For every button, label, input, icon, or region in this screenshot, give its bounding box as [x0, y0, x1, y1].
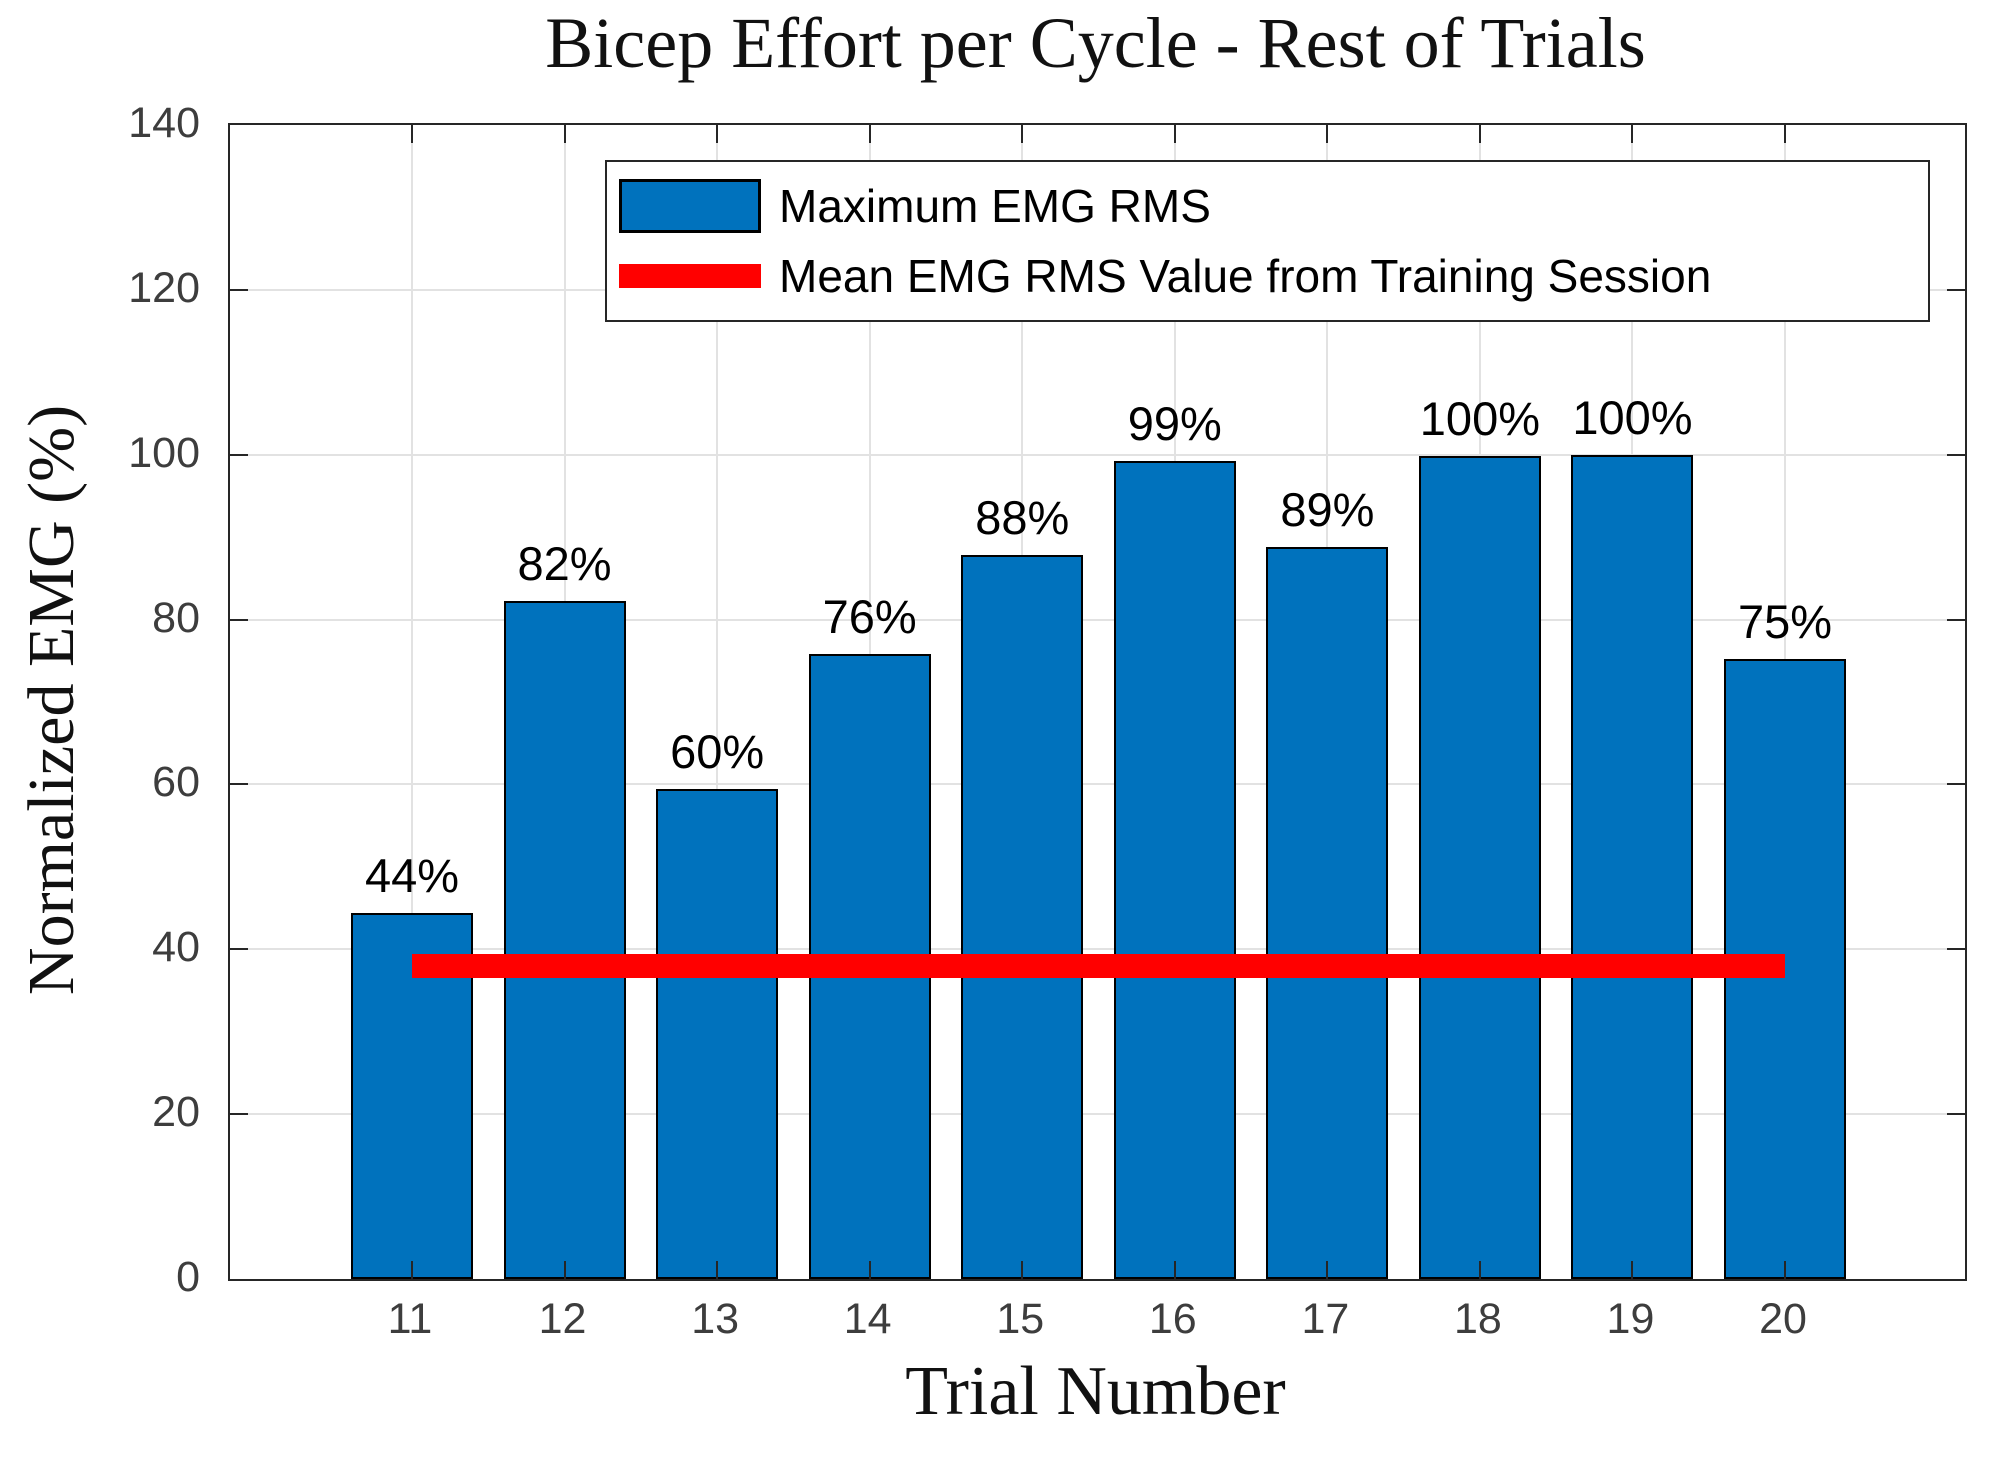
- x-tick-mark-top: [716, 125, 719, 143]
- x-tick-label: 17: [1301, 1295, 1350, 1343]
- y-tick-label: 0: [176, 1253, 200, 1301]
- y-tick-mark-right: [1947, 288, 1965, 291]
- x-tick-mark-top: [1784, 125, 1787, 143]
- bar-trial-17: [1266, 547, 1389, 1279]
- gridline-vertical: [411, 125, 413, 1279]
- x-tick-label: 14: [843, 1295, 892, 1343]
- bar-trial-13: [656, 788, 779, 1279]
- x-tick-mark: [1478, 1261, 1481, 1279]
- x-tick-mark-top: [1478, 125, 1481, 143]
- gridline-horizontal: [230, 1113, 1965, 1116]
- y-tick-mark-right: [1947, 618, 1965, 621]
- x-tick-mark-top: [868, 125, 871, 143]
- gridline-vertical: [716, 125, 719, 1279]
- y-tick-label: 20: [152, 1088, 200, 1137]
- y-tick-mark-right: [1947, 948, 1965, 951]
- bar-trial-16: [1113, 461, 1236, 1279]
- x-tick-mark: [1326, 1261, 1329, 1279]
- x-tick-mark: [1631, 1261, 1634, 1279]
- x-tick-mark-top: [1326, 125, 1329, 143]
- legend-item-max-emg: Maximum EMG RMS: [619, 178, 1928, 233]
- y-tick-mark-right: [1947, 453, 1965, 456]
- gridline-horizontal: [230, 453, 1965, 456]
- gridline-horizontal: [230, 783, 1965, 786]
- x-tick-mark-top: [563, 125, 566, 143]
- y-tick-label: 60: [152, 758, 200, 807]
- y-tick-label: 80: [152, 593, 200, 642]
- bar-value-label: 100%: [1419, 392, 1541, 446]
- x-tick-mark-top: [411, 125, 413, 143]
- x-tick-label: 11: [387, 1295, 433, 1343]
- x-tick-label: 15: [996, 1295, 1045, 1343]
- x-tick-mark-top: [1631, 125, 1634, 143]
- x-tick-label: 13: [691, 1295, 740, 1343]
- x-tick-mark-top: [1021, 125, 1024, 143]
- x-tick-label: 16: [1148, 1295, 1197, 1343]
- x-tick-label: 19: [1606, 1295, 1655, 1343]
- bar-value-label: 99%: [1127, 397, 1222, 451]
- legend-label-max-emg: Maximum EMG RMS: [779, 179, 1211, 232]
- y-tick-label: 120: [128, 263, 200, 312]
- x-axis-label: Trial Number: [905, 1353, 1286, 1430]
- legend: Maximum EMG RMS Mean EMG RMS Value from …: [605, 160, 1930, 322]
- bar-trial-12: [503, 601, 626, 1279]
- plot-area: 44% 82% 60% 76% 88% 99% 89% 100% 100% 75% Maximum…: [228, 123, 1967, 1281]
- bar-value-label: 76%: [822, 590, 917, 644]
- legend-swatch-line-icon: [619, 264, 761, 289]
- bar-trial-18: [1418, 456, 1541, 1279]
- bar-value-label: 89%: [1280, 483, 1375, 537]
- bar-value-label: 88%: [975, 491, 1070, 545]
- y-tick-mark-right: [1947, 783, 1965, 786]
- x-tick-label: 18: [1453, 1295, 1502, 1343]
- y-tick-mark: [230, 948, 248, 951]
- y-tick-mark: [230, 618, 248, 621]
- x-tick-mark: [563, 1261, 566, 1279]
- x-tick-label: 12: [538, 1295, 587, 1343]
- x-tick-mark: [1021, 1261, 1024, 1279]
- x-tick-mark-top: [1173, 125, 1176, 143]
- legend-swatch-bar-icon: [619, 178, 761, 233]
- bar-value-label: 44%: [364, 849, 460, 903]
- y-tick-label: 140: [128, 99, 200, 147]
- x-tick-mark: [411, 1261, 413, 1279]
- y-tick-mark: [230, 288, 248, 291]
- legend-item-mean-line: Mean EMG RMS Value from Training Session: [619, 249, 1928, 303]
- bar-trial-19: [1571, 454, 1694, 1279]
- x-tick-mark: [868, 1261, 871, 1279]
- y-tick-mark: [230, 783, 248, 786]
- gridline-horizontal: [230, 948, 1965, 951]
- y-axis-label: Normalized EMG (%): [15, 404, 88, 996]
- x-tick-mark: [716, 1261, 719, 1279]
- gridline-horizontal: [230, 618, 1965, 621]
- x-tick-mark: [1784, 1261, 1787, 1279]
- bar-trial-15: [961, 555, 1084, 1279]
- y-tick-mark: [230, 1113, 248, 1116]
- y-tick-mark: [230, 453, 248, 456]
- chart-title: Bicep Effort per Cycle - Rest of Trials: [545, 3, 1646, 83]
- legend-label-mean-line: Mean EMG RMS Value from Training Session: [779, 250, 1712, 303]
- y-tick-mark-right: [1947, 1113, 1965, 1116]
- bar-value-label: 100%: [1572, 390, 1693, 444]
- y-tick-label: 40: [152, 923, 200, 972]
- bar-value-label: 82%: [517, 537, 612, 591]
- mean-line: [412, 953, 1786, 978]
- y-tick-label: 100: [128, 428, 200, 477]
- x-tick-label: 20: [1759, 1295, 1807, 1343]
- bar-value-label: 60%: [670, 724, 765, 778]
- bar-value-label: 75%: [1737, 595, 1833, 649]
- x-tick-mark: [1173, 1261, 1176, 1279]
